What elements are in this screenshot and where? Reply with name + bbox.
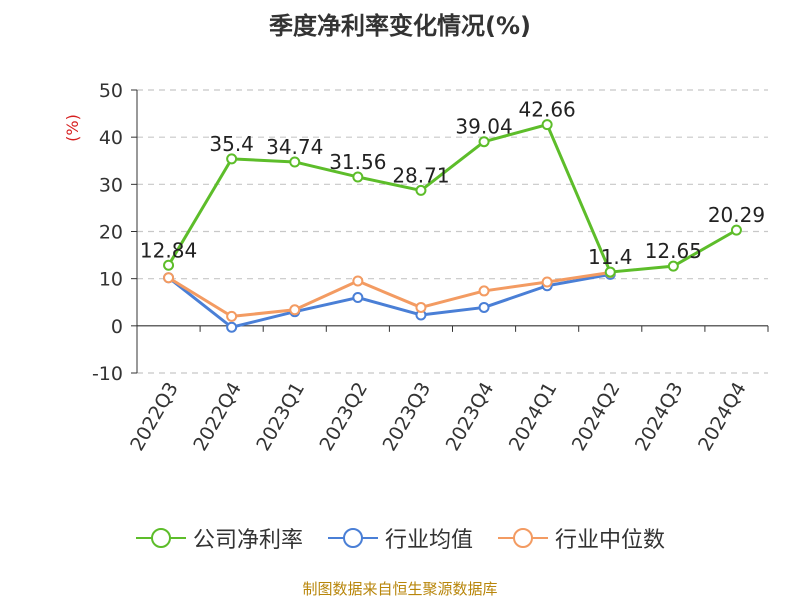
data-label: 28.71	[392, 163, 449, 187]
x-tick-label: 2023Q4	[442, 379, 499, 455]
y-tick-label: 30	[99, 174, 123, 196]
x-tick-label: 2023Q1	[252, 379, 309, 455]
series-line	[167, 271, 611, 318]
series-line	[167, 272, 611, 329]
legend-swatch-company-icon	[135, 528, 186, 548]
x-tick-label: 2024Q4	[694, 379, 751, 455]
x-tick-label: 2022Q4	[189, 379, 246, 455]
data-label: 39.04	[455, 115, 512, 139]
legend-marker	[150, 528, 171, 548]
data-label: 42.66	[519, 98, 576, 122]
x-tick-label: 2024Q2	[568, 379, 625, 455]
series-point	[226, 153, 238, 165]
series-line	[167, 123, 738, 274]
series-point	[352, 292, 364, 304]
series-point	[352, 275, 364, 287]
y-tick-label: 0	[111, 316, 123, 338]
legend-item-industry-median[interactable]: 行业中位数	[497, 522, 665, 554]
x-tick-label: 2023Q2	[315, 379, 372, 455]
x-tick-label: 2023Q3	[379, 379, 436, 455]
x-tick-label: 2024Q3	[631, 379, 688, 455]
y-axis-label: (%)	[63, 114, 82, 142]
series-point	[667, 260, 679, 272]
y-tick-label: 40	[99, 127, 123, 149]
series-point	[478, 285, 490, 297]
series-point	[415, 184, 427, 196]
series-point	[289, 304, 301, 316]
series-point	[541, 276, 553, 288]
series-point	[163, 272, 175, 284]
legend-swatch-industry-mean-icon	[327, 528, 378, 548]
data-label: 12.65	[645, 239, 702, 263]
series-point	[415, 301, 427, 313]
series-point	[541, 119, 553, 131]
legend-label-industry-mean: 行业均值	[384, 528, 473, 553]
series-point	[478, 136, 490, 148]
data-label: 35.4	[209, 132, 254, 156]
legend-item-company[interactable]: 公司净利率	[135, 522, 303, 554]
data-label: 31.56	[329, 150, 386, 174]
y-tick-label: 10	[99, 269, 123, 291]
series-point	[352, 171, 364, 183]
y-tick-label: -10	[92, 363, 123, 385]
series-point	[604, 266, 616, 278]
legend-marker	[342, 528, 363, 548]
series-point	[163, 259, 175, 271]
data-label: 12.84	[140, 238, 197, 262]
data-label: 34.74	[266, 135, 323, 159]
data-label: 11.4	[588, 245, 633, 269]
series-point	[226, 321, 238, 333]
x-tick-label: 2024Q1	[505, 379, 562, 455]
x-tick-label: 2022Q3	[126, 379, 183, 455]
data-label: 20.29	[708, 203, 765, 227]
chart-title: 季度净利率变化情况(%)	[269, 12, 531, 40]
legend-swatch-industry-median-icon	[498, 528, 548, 548]
series-layer	[163, 119, 742, 333]
y-tick-label: 20	[99, 222, 123, 244]
series-point	[226, 310, 238, 322]
series-point	[730, 224, 742, 236]
legend-marker	[513, 528, 533, 548]
legend-label-industry-median: 行业中位数	[555, 528, 666, 553]
source-note: 制图数据来自恒生聚源数据库	[302, 580, 498, 598]
y-tick-label: 50	[99, 80, 123, 102]
legend-label-company: 公司净利率	[192, 528, 303, 553]
legend: 公司净利率 行业均值 行业中位数	[0, 522, 800, 554]
legend-item-industry-mean[interactable]: 行业均值	[327, 522, 473, 554]
series-point	[478, 301, 490, 313]
series-point	[289, 156, 301, 168]
